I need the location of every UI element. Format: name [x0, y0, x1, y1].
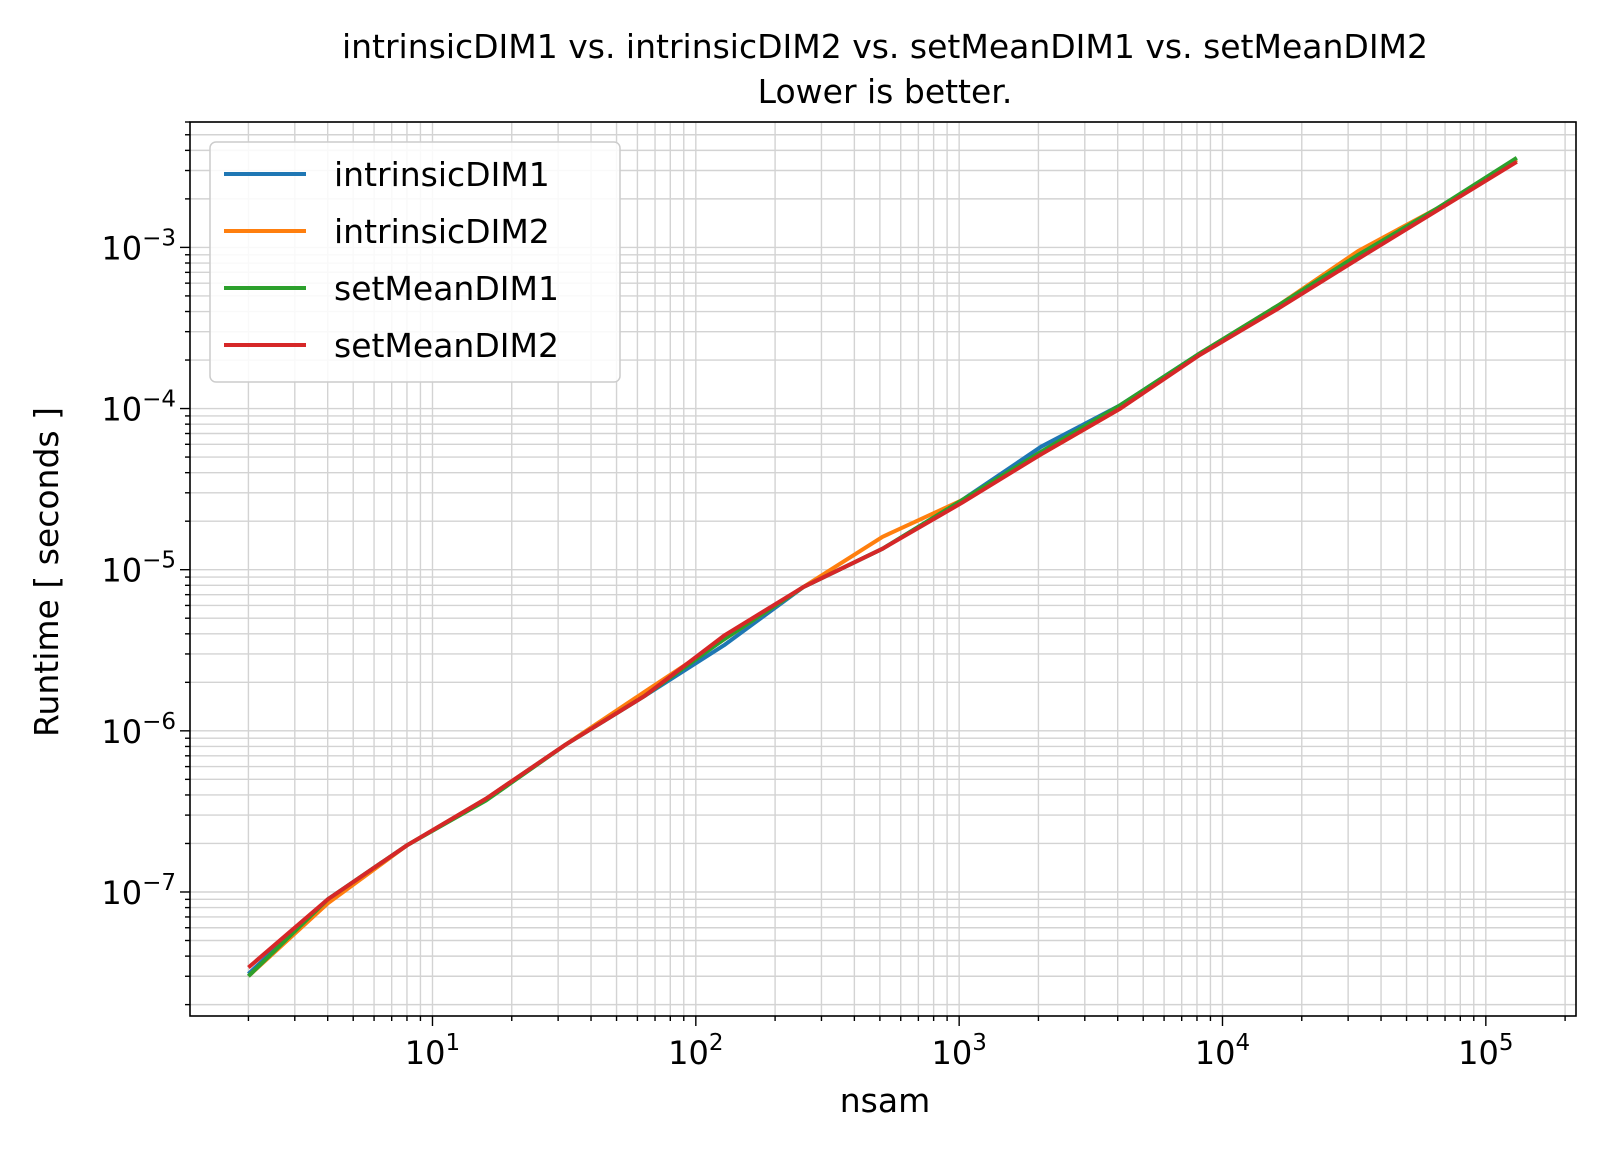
- axis-ticks: 101 102 103 104 105 10−7 10−6 10−5 10−4 10−3: [101, 121, 1566, 1072]
- x-tick-label: 102: [668, 1030, 723, 1072]
- legend-box: [209, 141, 621, 383]
- chart-title: intrinsicDIM1 vs. intrinsicDIM2 vs. setM…: [342, 27, 1428, 66]
- legend-label: intrinsicDIM2: [334, 212, 550, 251]
- legend-label: setMeanDIM2: [334, 326, 559, 365]
- x-tick-label: 103: [931, 1030, 986, 1072]
- legend-label: intrinsicDIM1: [334, 155, 550, 194]
- y-tick-label: 10−4: [101, 387, 176, 429]
- x-axis-label: nsam: [840, 1081, 930, 1120]
- y-tick-label: 10−3: [101, 225, 176, 267]
- y-tick-label: 10−7: [101, 870, 176, 912]
- series-line-setMeanDIM2: [247, 160, 1518, 970]
- y-tick-label: 10−6: [101, 709, 176, 751]
- chart-subtitle: Lower is better.: [758, 72, 1013, 111]
- y-axis-label: Runtime [ seconds ]: [27, 407, 66, 737]
- x-tick-label: 101: [405, 1030, 460, 1072]
- series-lines: [247, 156, 1518, 978]
- legend: intrinsicDIM1 intrinsicDIM2 setMeanDIM1 set…: [209, 141, 621, 383]
- x-tick-label: 105: [1458, 1030, 1513, 1072]
- y-tick-label: 10−5: [101, 548, 176, 590]
- x-tick-label: 104: [1195, 1030, 1250, 1072]
- legend-label: setMeanDIM1: [334, 269, 559, 308]
